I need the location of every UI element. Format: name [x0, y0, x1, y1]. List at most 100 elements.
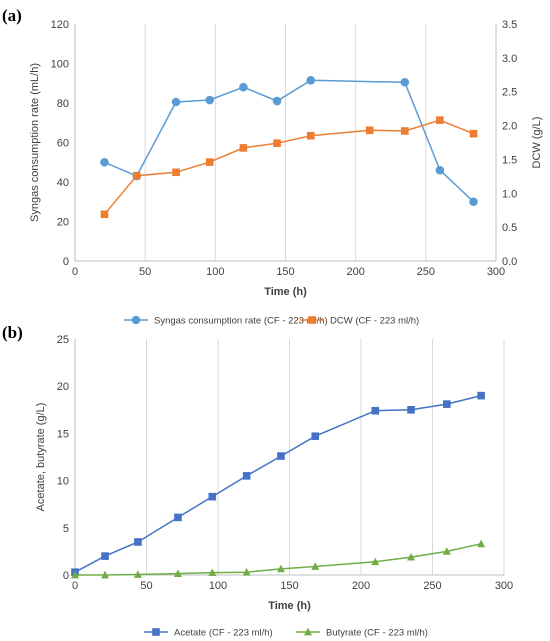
- y-tick-label: 10: [57, 476, 69, 488]
- chart-panel-a: (a) 0 50 100 150 200 250 300 0 20 40 60 80 100 120 0.0 0…: [2, 6, 543, 327]
- y-tick-label: 0: [63, 256, 69, 268]
- series-line: [75, 543, 482, 576]
- data-point: [306, 131, 315, 140]
- data-point: [239, 144, 248, 152]
- x-tick-label: 50: [139, 266, 151, 278]
- legend-label: DCW (CF - 223 ml/h): [330, 316, 419, 327]
- data-point: [273, 139, 281, 147]
- legend-marker: [131, 315, 141, 325]
- legend-label: Butyrate (CF - 223 ml/h): [326, 628, 428, 639]
- data-point: [101, 570, 110, 579]
- data-point: [239, 82, 248, 92]
- y-axis-title: Syngas consumption rate (mL/h): [29, 63, 41, 222]
- y2-tick-label: 0.0: [502, 256, 517, 268]
- data-point: [400, 77, 410, 87]
- x-tick-label: 100: [206, 266, 224, 278]
- y-axis-title: Acetate, butyrate (g/L): [35, 403, 47, 512]
- data-point: [443, 400, 451, 408]
- y-tick-label: 0: [63, 570, 69, 582]
- x-tick-label: 50: [140, 580, 152, 592]
- y2-axis-title: DCW (g/L): [531, 117, 543, 169]
- series-2: [100, 116, 478, 219]
- legend-marker: [152, 628, 160, 636]
- x-tick-label: 300: [487, 266, 505, 278]
- x-axis-title: Time (h): [264, 286, 307, 298]
- data-point: [436, 116, 444, 124]
- data-point: [407, 552, 416, 561]
- data-point: [277, 452, 285, 460]
- data-point: [311, 562, 320, 570]
- data-point: [276, 564, 285, 573]
- data-point: [172, 168, 180, 177]
- data-point: [133, 570, 142, 578]
- series-line: [103, 119, 474, 215]
- x-tick-label: 0: [72, 580, 78, 592]
- series-line: [74, 394, 482, 573]
- x-tick-label: 200: [352, 580, 370, 592]
- data-point: [173, 569, 182, 577]
- x-tick-label: 250: [417, 266, 435, 278]
- data-point: [371, 406, 380, 415]
- x-tick-label: 100: [209, 580, 227, 592]
- data-point: [435, 165, 445, 175]
- x-axis-title: Time (h): [268, 600, 311, 612]
- data-point: [134, 538, 142, 546]
- series-1: [71, 391, 485, 576]
- panel-label: (a): [2, 6, 22, 25]
- data-point: [365, 126, 374, 135]
- y-tick-label: 60: [57, 138, 69, 150]
- data-point: [208, 568, 217, 577]
- data-point: [132, 171, 141, 180]
- data-point: [205, 158, 214, 166]
- data-point: [407, 406, 415, 414]
- y-tick-label: 20: [57, 217, 69, 229]
- data-point: [371, 557, 380, 566]
- data-point: [100, 157, 109, 167]
- legend-marker: [304, 627, 312, 636]
- data-point: [469, 129, 478, 138]
- data-point: [311, 432, 320, 441]
- data-point: [171, 97, 181, 107]
- y-tick-label: 100: [51, 59, 69, 71]
- y2-tick-label: 2.0: [502, 121, 517, 133]
- y-tick-label: 120: [51, 19, 69, 31]
- data-point: [101, 552, 109, 560]
- chart-panel-b: (b) 0 50 100 150 200 250 300 0 5 10 15 20 25 Time (h) A…: [2, 323, 513, 639]
- data-point: [71, 570, 79, 579]
- y2-tick-label: 0.5: [502, 222, 517, 234]
- y-tick-label: 15: [57, 428, 69, 440]
- data-point: [469, 197, 478, 207]
- data-point: [477, 539, 486, 548]
- x-tick-label: 0: [72, 266, 78, 278]
- y-tick-label: 80: [57, 98, 69, 110]
- legend-label: Acetate (CF - 223 ml/h): [174, 628, 273, 639]
- data-point: [242, 472, 251, 480]
- y-tick-label: 20: [57, 381, 69, 393]
- legend-label: Syngas consumption rate (CF - 223 ml/h): [154, 316, 328, 327]
- data-point: [242, 567, 251, 576]
- y2-tick-label: 1.0: [502, 188, 517, 200]
- panel-label: (b): [2, 323, 23, 342]
- y-tick-label: 25: [57, 334, 69, 346]
- data-point: [272, 96, 282, 106]
- data-point: [306, 75, 316, 85]
- legend: Syngas consumption rate (CF - 223 ml/h) D…: [124, 316, 419, 327]
- series-2: [71, 539, 486, 579]
- data-point: [442, 547, 451, 555]
- y2-tick-label: 2.5: [502, 87, 517, 99]
- legend-marker: [308, 316, 316, 324]
- data-point: [208, 492, 217, 501]
- legend: Acetate (CF - 223 ml/h) Butyrate (CF - 22…: [144, 628, 428, 639]
- data-point: [400, 127, 409, 135]
- x-tick-label: 150: [276, 266, 294, 278]
- x-tick-label: 150: [280, 580, 298, 592]
- y2-tick-label: 1.5: [502, 154, 517, 166]
- x-tick-label: 300: [495, 580, 513, 592]
- data-point: [174, 513, 182, 522]
- data-point: [205, 95, 215, 105]
- x-tick-label: 250: [423, 580, 441, 592]
- y-tick-label: 40: [57, 177, 69, 189]
- y2-tick-label: 3.0: [502, 53, 517, 65]
- data-point: [477, 391, 485, 400]
